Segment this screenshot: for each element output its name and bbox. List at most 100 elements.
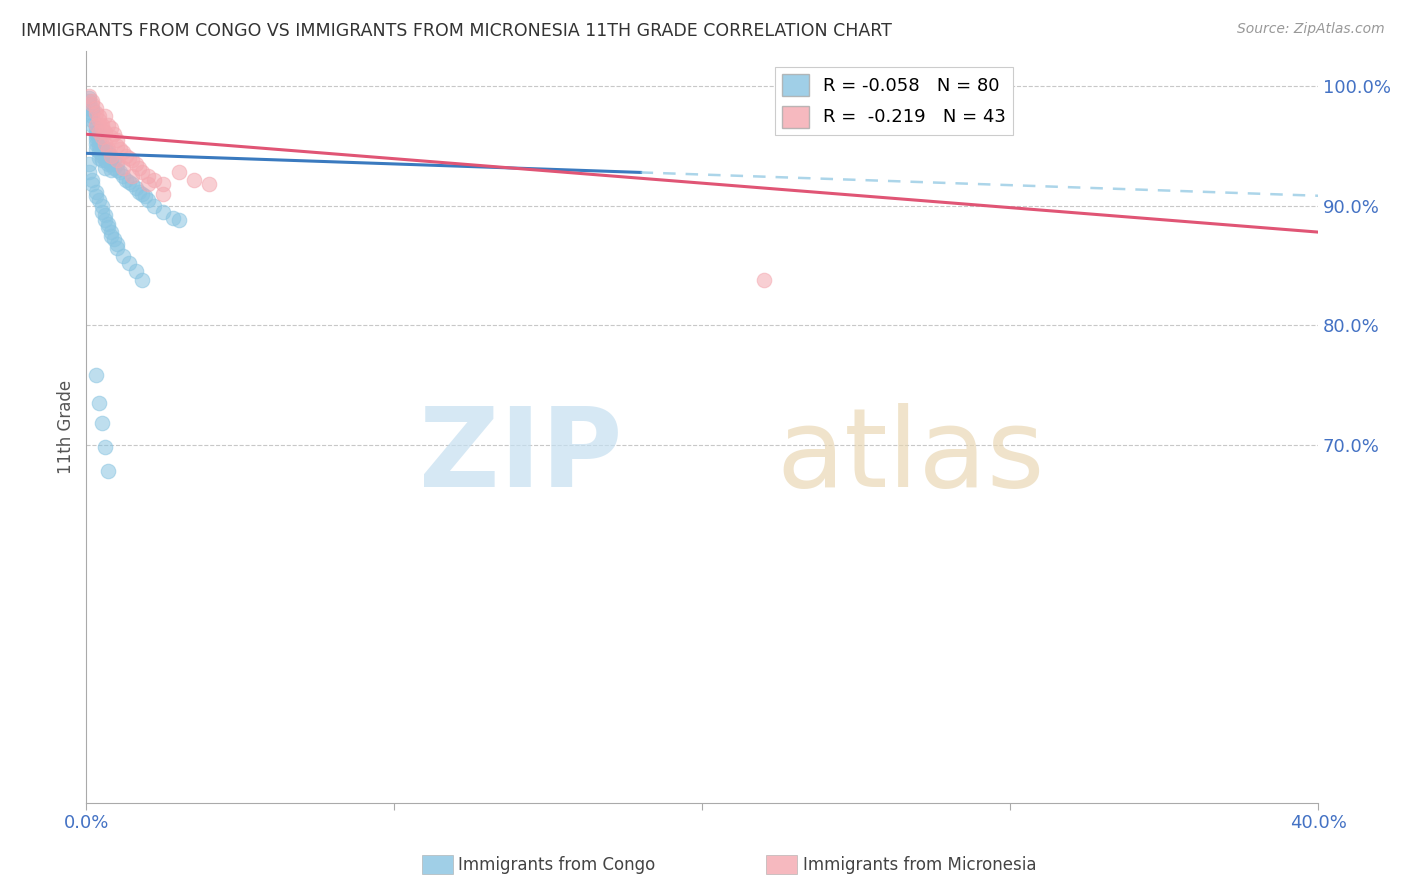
Point <box>143 172 166 186</box>
Point <box>134 189 156 203</box>
Point <box>94 208 117 222</box>
Y-axis label: 11th Grade: 11th Grade <box>58 380 75 474</box>
Point <box>118 256 141 270</box>
Point <box>87 145 110 160</box>
Point <box>87 109 110 123</box>
Point <box>82 172 104 186</box>
Point <box>79 94 101 108</box>
Point <box>82 105 104 120</box>
Point <box>79 97 101 112</box>
Point <box>100 163 122 178</box>
Point <box>128 161 150 175</box>
Point <box>82 103 104 118</box>
Point <box>97 142 120 156</box>
Point <box>97 151 120 165</box>
Point <box>100 149 122 163</box>
Point <box>87 139 110 153</box>
Point <box>94 142 117 156</box>
Point <box>84 127 107 141</box>
Point <box>90 121 112 136</box>
Legend: R = -0.058   N = 80, R =  -0.219   N = 43: R = -0.058 N = 80, R = -0.219 N = 43 <box>775 67 1014 135</box>
Point <box>82 94 104 108</box>
Point <box>112 169 135 183</box>
Point <box>84 125 107 139</box>
Point <box>115 172 138 186</box>
Point <box>752 273 775 287</box>
Point <box>131 165 153 179</box>
Point <box>90 204 112 219</box>
Point <box>84 133 107 147</box>
Point <box>84 136 107 151</box>
Point <box>105 139 128 153</box>
Point <box>121 153 143 168</box>
Point <box>131 273 153 287</box>
Point <box>94 109 117 123</box>
Point <box>94 440 117 454</box>
Point <box>94 153 117 168</box>
Point <box>82 178 104 192</box>
Point <box>94 161 117 175</box>
Point <box>152 178 174 192</box>
Point <box>79 165 101 179</box>
Text: atlas: atlas <box>776 403 1045 510</box>
Point <box>90 142 112 156</box>
Point <box>90 199 112 213</box>
Point <box>97 157 120 171</box>
Point <box>183 172 205 186</box>
Point <box>131 186 153 201</box>
Point <box>128 185 150 199</box>
Text: Source: ZipAtlas.com: Source: ZipAtlas.com <box>1237 22 1385 37</box>
Point <box>94 125 117 139</box>
Point <box>167 165 190 179</box>
Point <box>100 225 122 239</box>
Point <box>121 169 143 183</box>
Point <box>198 178 221 192</box>
Point <box>100 121 122 136</box>
Point <box>87 127 110 141</box>
Point <box>84 368 107 383</box>
Point <box>108 142 131 156</box>
Point <box>87 112 110 127</box>
Point <box>108 165 131 179</box>
Point <box>97 145 120 160</box>
Point <box>103 127 125 141</box>
Point <box>87 151 110 165</box>
Point <box>84 189 107 203</box>
Point <box>103 153 125 168</box>
Text: Immigrants from Micronesia: Immigrants from Micronesia <box>803 856 1036 874</box>
Point <box>124 157 146 171</box>
Point <box>143 199 166 213</box>
Point <box>97 220 120 235</box>
Point <box>87 125 110 139</box>
Point <box>97 217 120 231</box>
Point <box>82 97 104 112</box>
Point <box>97 464 120 478</box>
Point <box>84 185 107 199</box>
Point <box>121 178 143 192</box>
Point <box>84 142 107 156</box>
Point <box>84 121 107 136</box>
Point <box>152 204 174 219</box>
Point <box>79 157 101 171</box>
Point <box>100 151 122 165</box>
Text: Immigrants from Congo: Immigrants from Congo <box>458 856 655 874</box>
Point <box>112 249 135 263</box>
Point <box>124 264 146 278</box>
Point <box>100 157 122 171</box>
Point <box>94 213 117 227</box>
Point <box>97 118 120 132</box>
Point <box>90 129 112 144</box>
Point <box>84 118 107 132</box>
Point <box>124 181 146 195</box>
Point <box>112 161 135 175</box>
Point <box>82 112 104 127</box>
Point <box>152 186 174 201</box>
Point <box>87 193 110 207</box>
Point <box>79 89 101 103</box>
Point <box>115 149 138 163</box>
Point <box>162 211 184 225</box>
Point <box>90 153 112 168</box>
Point <box>94 136 117 151</box>
Point <box>84 101 107 115</box>
Text: IMMIGRANTS FROM CONGO VS IMMIGRANTS FROM MICRONESIA 11TH GRADE CORRELATION CHART: IMMIGRANTS FROM CONGO VS IMMIGRANTS FROM… <box>21 22 891 40</box>
